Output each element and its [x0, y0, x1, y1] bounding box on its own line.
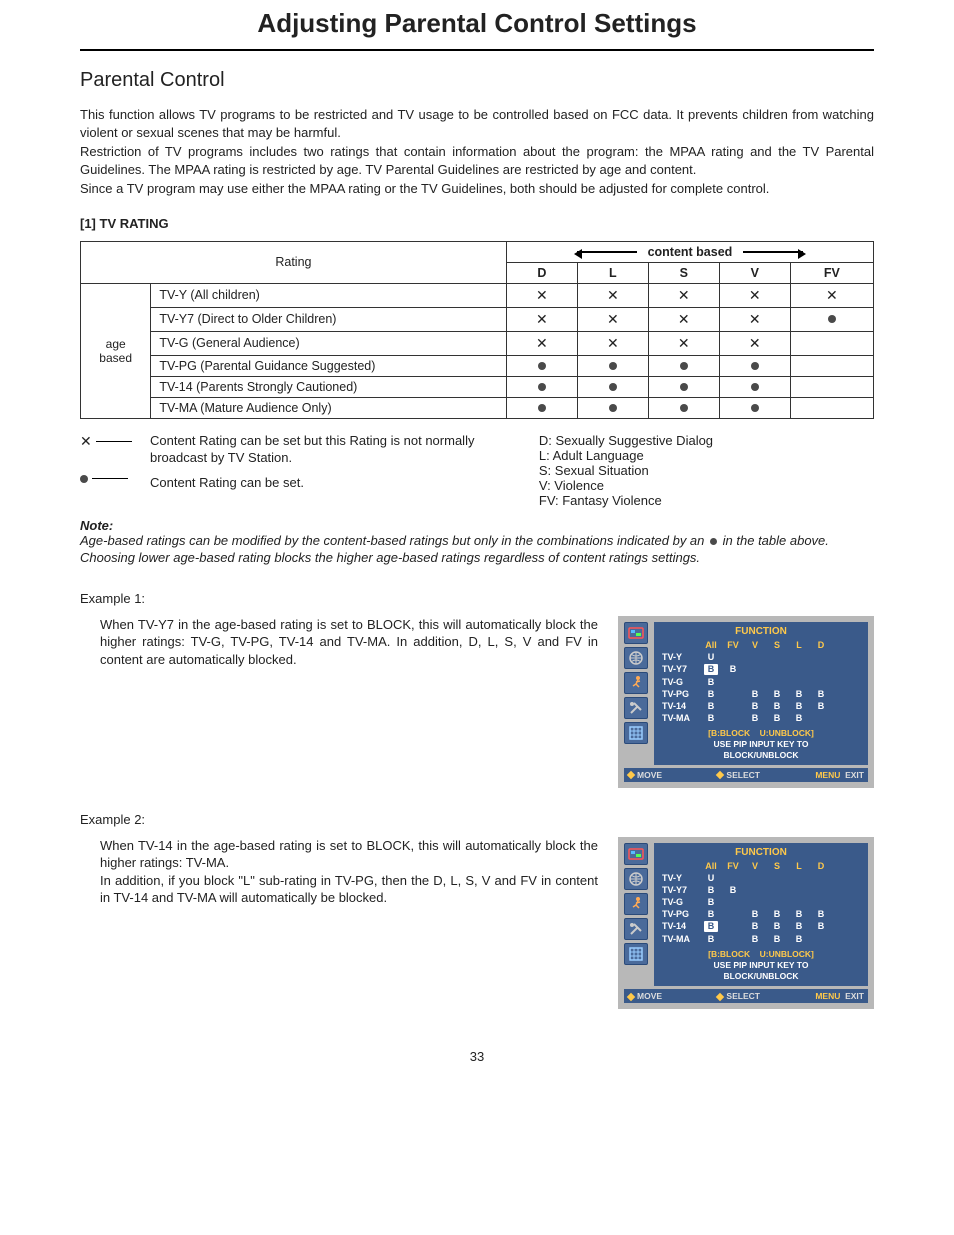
- osd-grid: AllFVVSLDTV-YUTV-Y7BBTV-GBTV-PGBBBBBTV-1…: [660, 639, 862, 724]
- rating-cell: [506, 397, 577, 418]
- section-title: Parental Control: [80, 69, 874, 92]
- age-based-label: agebased: [81, 283, 151, 418]
- rating-cell: ✕: [577, 331, 648, 355]
- rating-row-label: TV-Y (All children): [151, 283, 507, 307]
- page-main-title: Adjusting Parental Control Settings: [80, 0, 874, 51]
- osd-menu-icon: [624, 918, 648, 940]
- osd-menu-icon: [624, 943, 648, 965]
- intro-p2: Restriction of TV programs includes two …: [80, 143, 874, 178]
- rating-row-label: TV-G (General Audience): [151, 331, 507, 355]
- note-line1b: in the table above.: [723, 533, 829, 548]
- rating-row-label: TV-14 (Parents Strongly Cautioned): [151, 376, 507, 397]
- note-line2: Choosing lower age-based rating blocks t…: [80, 550, 874, 567]
- osd-title: FUNCTION: [660, 626, 862, 637]
- osd-nav: MOVE SELECT MENU EXIT: [624, 768, 868, 782]
- rating-cell: [719, 397, 790, 418]
- rating-cell: ✕: [719, 283, 790, 307]
- legend-v: V: Violence: [539, 478, 874, 493]
- col-header: S: [648, 262, 719, 283]
- osd-menu-icon: [624, 672, 648, 694]
- legend-block: ✕ Content Rating can be set but this Rat…: [80, 433, 874, 508]
- rating-cell: ✕: [506, 307, 577, 331]
- intro-block: This function allows TV programs to be r…: [80, 106, 874, 198]
- legend-d: D: Sexually Suggestive Dialog: [539, 433, 874, 448]
- osd-menu-icon: [624, 622, 648, 644]
- content-based-header: content based: [506, 241, 873, 262]
- rating-cell: [577, 355, 648, 376]
- example-2: Example 2: When TV-14 in the age-based r…: [80, 812, 874, 1009]
- rating-cell: [506, 355, 577, 376]
- osd-menu-icon: [624, 893, 648, 915]
- legend-l: L: Adult Language: [539, 448, 874, 463]
- rating-cell: ✕: [506, 331, 577, 355]
- example-1: Example 1: When TV-Y7 in the age-based r…: [80, 591, 874, 788]
- example1-text: When TV-Y7 in the age-based rating is se…: [80, 616, 598, 669]
- rating-cell: [790, 397, 873, 418]
- rating-cell: [719, 376, 790, 397]
- dot-icon: [80, 475, 88, 483]
- col-header: FV: [790, 262, 873, 283]
- osd-menu-icon: [624, 868, 648, 890]
- osd-menu-icon: [624, 647, 648, 669]
- content-based-label: content based: [648, 245, 733, 259]
- legend-fv: FV: Fantasy Violence: [539, 493, 874, 508]
- example2-text2: In addition, if you block "L" sub-rating…: [100, 872, 598, 907]
- intro-p3: Since a TV program may use either the MP…: [80, 180, 874, 198]
- note-label: Note:: [80, 518, 113, 533]
- osd-panel-1: FUNCTION AllFVVSLDTV-YUTV-Y7BBTV-GBTV-PG…: [618, 616, 874, 788]
- rating-cell: [648, 376, 719, 397]
- col-header: V: [719, 262, 790, 283]
- rating-row-label: TV-Y7 (Direct to Older Children): [151, 307, 507, 331]
- rating-cell: ✕: [719, 331, 790, 355]
- note-block: Note: Age-based ratings can be modified …: [80, 518, 874, 567]
- rating-cell: [648, 397, 719, 418]
- osd-panel-2: FUNCTION AllFVVSLDTV-YUTV-Y7BBTV-GBTV-PG…: [618, 837, 874, 1009]
- rating-cell: [506, 376, 577, 397]
- rating-cell: [790, 376, 873, 397]
- osd-grid: AllFVVSLDTV-YUTV-Y7BBTV-GBTV-PGBBBBBTV-1…: [660, 860, 862, 945]
- osd-title: FUNCTION: [660, 847, 862, 858]
- rating-cell: ✕: [577, 283, 648, 307]
- rating-header: Rating: [81, 241, 507, 283]
- legend-dot-text: Content Rating can be set.: [150, 475, 499, 492]
- arrow-right-icon: [743, 251, 803, 253]
- example1-title: Example 1:: [80, 591, 874, 606]
- note-line1a: Age-based ratings can be modified by the…: [80, 533, 704, 548]
- col-header: L: [577, 262, 648, 283]
- rating-cell: [648, 355, 719, 376]
- rating-cell: [790, 355, 873, 376]
- rating-cell: ✕: [648, 307, 719, 331]
- rating-cell: [790, 331, 873, 355]
- tv-rating-heading: [1] TV RATING: [80, 216, 874, 231]
- osd-menu-icon: [624, 843, 648, 865]
- page-number: 33: [80, 1049, 874, 1064]
- osd-nav: MOVE SELECT MENU EXIT: [624, 989, 868, 1003]
- osd-menu-icon: [624, 697, 648, 719]
- rating-cell: [790, 307, 873, 331]
- rating-cell: [719, 355, 790, 376]
- example2-title: Example 2:: [80, 812, 874, 827]
- rating-cell: ✕: [648, 283, 719, 307]
- rating-cell: ✕: [790, 283, 873, 307]
- legend-s: S: Sexual Situation: [539, 463, 874, 478]
- arrow-left-icon: [577, 251, 637, 253]
- intro-p1: This function allows TV programs to be r…: [80, 106, 874, 141]
- rating-cell: ✕: [577, 307, 648, 331]
- rating-row-label: TV-PG (Parental Guidance Suggested): [151, 355, 507, 376]
- rating-cell: ✕: [506, 283, 577, 307]
- rating-cell: ✕: [719, 307, 790, 331]
- rating-cell: ✕: [648, 331, 719, 355]
- legend-x-text: Content Rating can be set but this Ratin…: [150, 433, 499, 467]
- osd-menu-icon: [624, 722, 648, 744]
- col-header: D: [506, 262, 577, 283]
- tv-rating-table: Rating content based DLSVFV agebasedTV-Y…: [80, 241, 874, 419]
- rating-cell: [577, 397, 648, 418]
- rating-cell: [577, 376, 648, 397]
- rating-row-label: TV-MA (Mature Audience Only): [151, 397, 507, 418]
- example2-text1: When TV-14 in the age-based rating is se…: [100, 837, 598, 872]
- inline-dot-icon: [710, 538, 717, 545]
- x-mark-icon: ✕: [80, 433, 92, 450]
